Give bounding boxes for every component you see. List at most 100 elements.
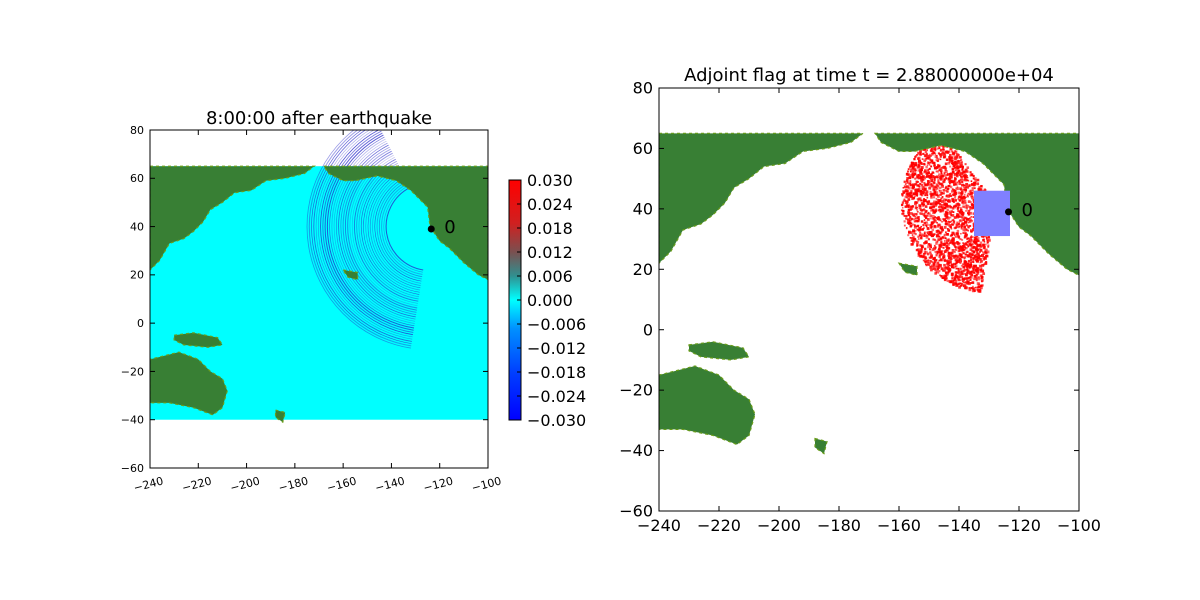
flagged-cell (907, 211, 910, 214)
flagged-cell (979, 264, 982, 268)
flagged-cell (949, 182, 951, 185)
flagged-cell (927, 232, 929, 235)
flagged-cell (959, 258, 962, 262)
flagged-cell (964, 281, 968, 284)
flagged-cell (945, 178, 948, 180)
flagged-cell (949, 192, 952, 195)
flagged-cell (903, 198, 906, 201)
flagged-cell (912, 196, 916, 200)
flagged-cell (946, 194, 948, 197)
flagged-cell (979, 268, 983, 272)
flagged-cell (966, 170, 969, 173)
flagged-cell (945, 241, 949, 245)
flagged-cell (935, 191, 939, 195)
flagged-cell (935, 200, 938, 203)
flagged-cell (917, 197, 921, 201)
flagged-cell (963, 179, 966, 182)
flagged-cell (906, 181, 909, 184)
flagged-cell (966, 262, 970, 266)
flagged-cell (939, 153, 943, 157)
flagged-cell (956, 187, 960, 191)
flagged-cell (949, 261, 952, 264)
flagged-cell (968, 242, 972, 246)
flagged-cell (904, 183, 907, 185)
flagged-cell (954, 196, 957, 199)
flagged-cell (979, 286, 983, 290)
flagged-cell (948, 174, 952, 178)
flagged-cell (949, 234, 953, 237)
flagged-cell (937, 248, 940, 251)
flagged-cell (937, 216, 940, 219)
flagged-cell (908, 166, 912, 169)
flagged-cell (938, 173, 941, 177)
flagged-cell (945, 267, 948, 270)
flagged-cell (913, 218, 916, 221)
flagged-cell (970, 230, 973, 233)
flagged-cell (959, 282, 962, 285)
flagged-cell (926, 227, 930, 230)
flagged-cell (936, 235, 939, 238)
flagged-cell (927, 263, 929, 265)
flagged-cell (957, 258, 961, 262)
flagged-cell (913, 220, 916, 223)
flagged-cell (924, 256, 927, 259)
flagged-cell (975, 266, 978, 269)
surface-map: 0 (150, 130, 488, 424)
flagged-cell (949, 194, 953, 198)
flagged-cell (939, 148, 943, 152)
flagged-cell (941, 236, 944, 239)
flagged-cell (918, 229, 920, 232)
flagged-cell (978, 254, 980, 256)
flagged-cell (980, 185, 983, 188)
flagged-cell (942, 210, 944, 213)
flagged-cell (963, 252, 965, 255)
flagged-cell (933, 189, 936, 191)
flagged-cell (943, 202, 947, 206)
flagged-cell (967, 254, 970, 257)
flagged-cell (940, 267, 944, 271)
flagged-cell (933, 217, 935, 219)
flagged-cell (931, 185, 934, 188)
flagged-cell (964, 205, 968, 209)
flagged-cell (937, 223, 941, 227)
flagged-cell (907, 177, 910, 180)
flagged-cell (952, 194, 955, 197)
flagged-cell (947, 247, 951, 250)
flagged-cell (926, 214, 929, 217)
y-tick-label: −20 (121, 365, 144, 378)
flagged-cell (943, 178, 946, 182)
flagged-cell (965, 182, 969, 186)
flagged-cell (927, 259, 930, 261)
flagged-cell (960, 194, 963, 197)
flagged-cell (948, 150, 951, 153)
flagged-cell (945, 185, 948, 188)
flagged-cell (944, 222, 948, 226)
flagged-cell (963, 184, 966, 187)
flagged-cell (969, 224, 972, 227)
flagged-cell (963, 242, 966, 246)
flagged-cell (971, 196, 974, 200)
flagged-cell (964, 188, 968, 192)
flagged-cell (953, 234, 956, 236)
flagged-cell (920, 228, 923, 231)
flagged-cell (963, 196, 966, 199)
flagged-cell (960, 163, 964, 166)
flagged-cell (943, 171, 946, 174)
flagged-cell (939, 155, 942, 158)
flagged-cell (963, 177, 967, 180)
flagged-cell (929, 251, 932, 254)
flagged-cell (956, 161, 960, 165)
flagged-cell (922, 200, 926, 203)
flagged-cell (934, 204, 938, 207)
y-tick-label: −20 (619, 381, 653, 400)
flagged-cell (954, 258, 958, 262)
flagged-cell (941, 276, 944, 279)
flagged-cell (943, 268, 946, 271)
flagged-cell (913, 224, 917, 228)
flagged-cell (969, 236, 973, 239)
flagged-cell (916, 248, 919, 251)
flagged-cell (976, 243, 979, 246)
wave-front-arc (358, 162, 420, 298)
flagged-cell (952, 200, 955, 203)
flagged-cell (983, 241, 986, 243)
